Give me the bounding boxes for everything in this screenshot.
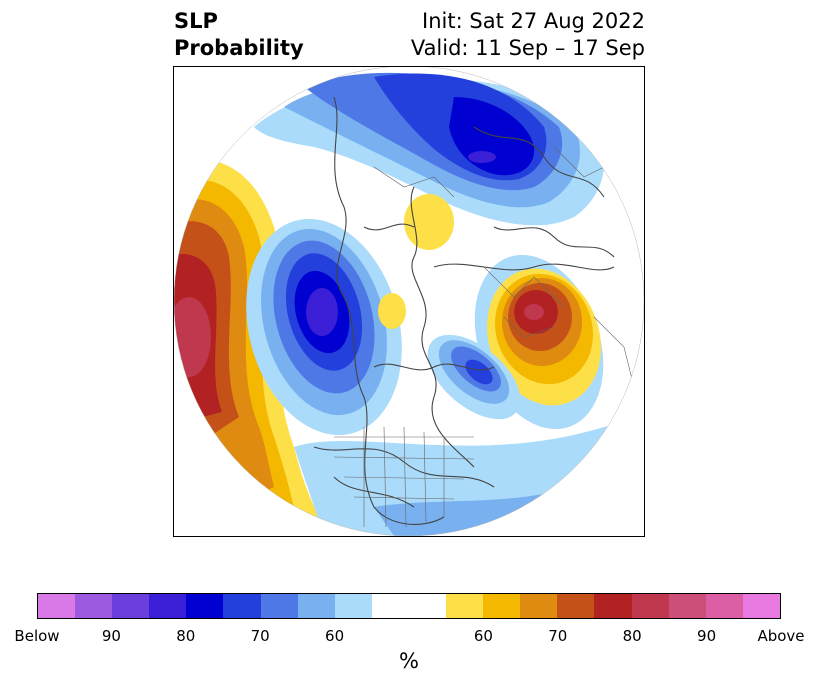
colorbar-tick-label: 70 — [250, 627, 270, 645]
colorbar-segment — [557, 594, 595, 618]
colorbar-tick-label: Below — [14, 627, 60, 645]
chart-title-right: Init: Sat 27 Aug 2022 Valid: 11 Sep – 17… — [411, 8, 645, 62]
colorbar-segment — [742, 594, 780, 618]
valid-range: Valid: 11 Sep – 17 Sep — [410, 36, 645, 60]
colorbar-segment — [408, 594, 447, 618]
colorbar-tick-label: 90 — [697, 627, 717, 645]
colorbar-segment — [112, 594, 150, 618]
colorbar-tick-label: 70 — [548, 627, 568, 645]
colorbar-segment — [223, 594, 261, 618]
colorbar-segment — [186, 594, 224, 618]
colorbar-segment — [668, 594, 706, 618]
borders — [333, 146, 635, 528]
colorbar-tick-label: Above — [757, 627, 805, 645]
colorbar-segment — [75, 594, 113, 618]
anomaly-beaufort-above — [378, 293, 406, 329]
title-variable: SLP — [174, 9, 218, 33]
colorbar-segment — [260, 594, 298, 618]
colorbar-unit-label: % — [399, 649, 419, 673]
colorbar-segment — [520, 594, 558, 618]
colorbar-segment — [594, 594, 632, 618]
colorbar-tick-label: 60 — [325, 627, 345, 645]
colorbar-segment — [483, 594, 521, 618]
colorbar-tick-label: 80 — [176, 627, 196, 645]
init-date: Init: Sat 27 Aug 2022 — [422, 9, 645, 33]
title-product: Probability — [174, 36, 304, 60]
colorbar-segment — [149, 594, 187, 618]
colorbar-segment — [446, 594, 484, 618]
colorbar-tick-label: 90 — [101, 627, 121, 645]
colorbar-segment — [705, 594, 743, 618]
colorbar-tick-label: 80 — [622, 627, 642, 645]
anomaly-western-canada-below — [246, 218, 402, 436]
polar-map — [173, 66, 645, 537]
colorbar-tick-label: 60 — [473, 627, 493, 645]
anomaly-north-atlantic-below — [254, 72, 605, 226]
colorbar — [37, 593, 781, 619]
colorbar-segment — [371, 594, 409, 618]
colorbar-segment — [334, 594, 372, 618]
colorbar-segment — [631, 594, 669, 618]
chart-title-left: SLP Probability — [174, 8, 304, 62]
map-canvas — [174, 67, 644, 536]
colorbar-segment — [38, 594, 76, 618]
coastlines — [313, 96, 615, 525]
colorbar-segment — [297, 594, 335, 618]
